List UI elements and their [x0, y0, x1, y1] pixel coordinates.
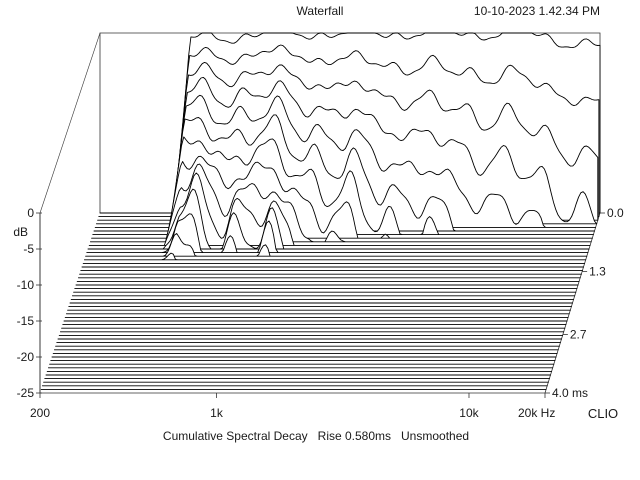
caption: Cumulative Spectral Decay Rise 0.580ms U… — [163, 429, 469, 443]
z-tick-label: 2.7 — [570, 328, 587, 342]
y-tick-label: -15 — [17, 314, 35, 328]
y-tick-label: -25 — [17, 386, 35, 400]
brand-label: CLIO — [588, 406, 618, 421]
side-edge — [40, 33, 100, 213]
y-tick-label: -5 — [23, 242, 34, 256]
x-axis-ticks: 200 1k 10k 20k Hz — [30, 393, 555, 420]
decay-slices — [41, 33, 600, 389]
x-tick-label: 10k — [459, 406, 479, 420]
chart-title: Waterfall — [297, 4, 344, 18]
x-tick-label: 1k — [210, 406, 224, 420]
y-axis-unit: dB — [13, 225, 28, 239]
z-tick-label: 0.0 — [607, 206, 624, 220]
z-tick-label: 1.3 — [589, 265, 606, 279]
y-tick-label: 0 — [27, 206, 34, 220]
x-tick-label: 20k Hz — [518, 406, 555, 420]
y-tick-label: -10 — [17, 278, 35, 292]
y-tick-label: -20 — [17, 350, 35, 364]
timestamp: 10-10-2023 1.42.34 PM — [474, 4, 600, 18]
z-tick-label: 4.0 ms — [552, 386, 588, 400]
x-tick-label: 200 — [30, 406, 50, 420]
